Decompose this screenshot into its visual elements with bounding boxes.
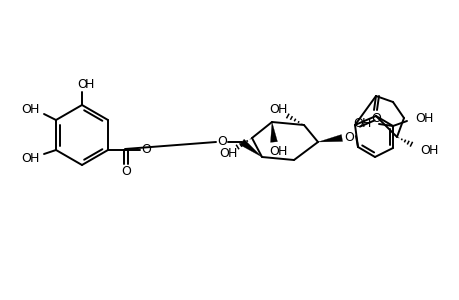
Polygon shape — [317, 134, 342, 142]
Polygon shape — [240, 139, 262, 157]
Text: O: O — [21, 103, 31, 116]
Text: O: O — [269, 145, 278, 158]
Polygon shape — [270, 122, 277, 142]
Text: O: O — [419, 143, 429, 157]
Text: O: O — [353, 116, 362, 130]
Text: O: O — [77, 77, 87, 91]
Text: H: H — [29, 103, 39, 116]
Text: H: H — [427, 143, 437, 157]
Text: H: H — [277, 103, 286, 116]
Text: O: O — [343, 130, 353, 143]
Text: O: O — [370, 112, 380, 124]
Text: H: H — [84, 77, 94, 91]
Text: H: H — [277, 145, 286, 158]
Text: H: H — [29, 152, 39, 164]
Text: O: O — [21, 152, 31, 164]
Text: H: H — [227, 146, 236, 160]
Text: O: O — [269, 103, 278, 116]
Text: H: H — [360, 116, 370, 130]
Text: O: O — [414, 112, 424, 124]
Text: O: O — [121, 164, 131, 178]
Text: O: O — [217, 134, 226, 148]
Text: O: O — [218, 146, 229, 160]
Text: O: O — [141, 142, 151, 155]
Text: H: H — [422, 112, 432, 124]
